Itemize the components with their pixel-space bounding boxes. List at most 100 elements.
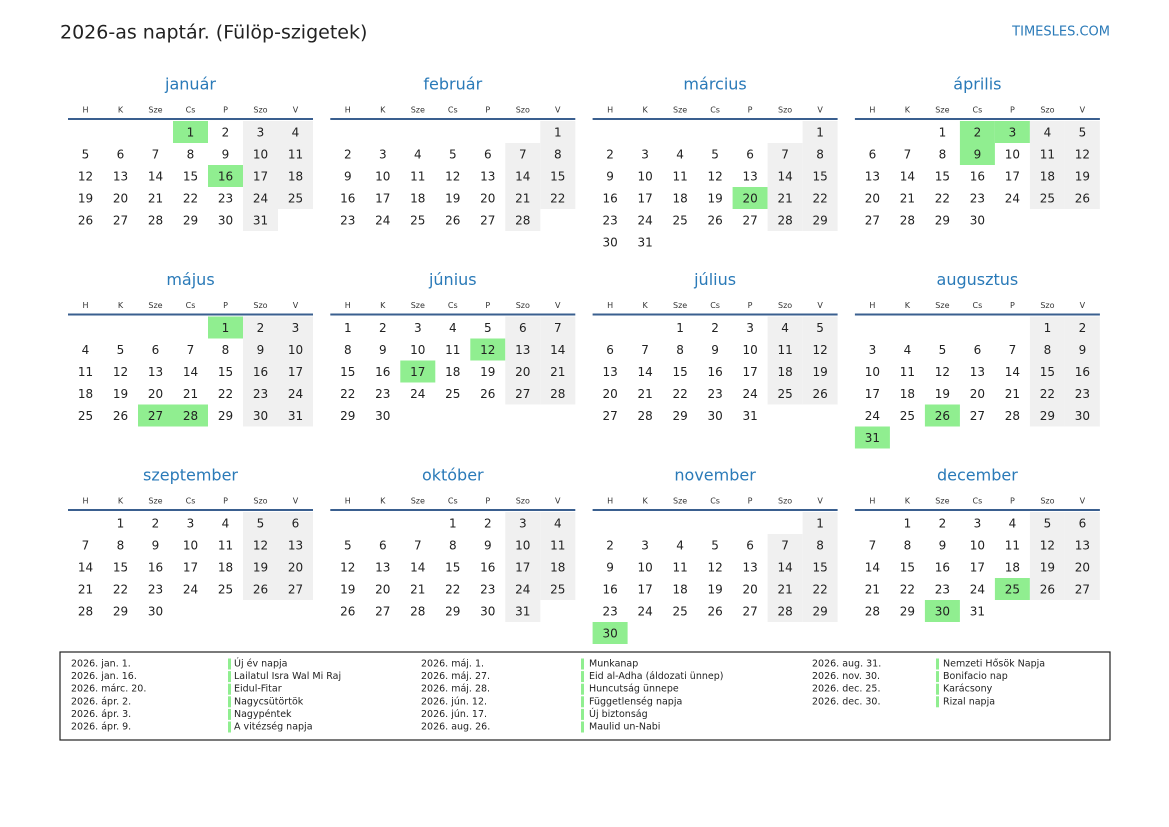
day: 11	[410, 170, 425, 184]
day: 2	[484, 517, 492, 531]
weekend-cell	[1064, 316, 1100, 339]
day: 24	[865, 409, 880, 423]
day: 6	[746, 148, 754, 162]
day: 3	[869, 343, 877, 357]
day: 16	[1075, 365, 1090, 379]
day: 12	[340, 561, 355, 575]
holiday-cell	[959, 121, 995, 143]
day: 19	[78, 192, 93, 206]
day: 16	[602, 583, 617, 597]
weekend-cell	[540, 534, 576, 556]
weekend-cell	[1029, 382, 1065, 405]
day: 21	[550, 365, 565, 379]
holiday-date: 2026. dec. 30.	[812, 696, 880, 707]
weekend-cell	[540, 165, 576, 187]
day: 30	[480, 605, 495, 619]
day: 28	[865, 605, 880, 619]
holiday-cell	[994, 121, 1030, 143]
holiday-name: Munkanap	[589, 659, 638, 670]
day: 27	[865, 214, 880, 228]
day: 25	[672, 605, 687, 619]
day: 29	[113, 605, 128, 619]
day: 2	[344, 148, 352, 162]
month-name: szeptember	[143, 466, 238, 485]
day: 27	[375, 605, 390, 619]
weekend-cell	[243, 382, 278, 405]
weekday-header: H	[607, 301, 613, 310]
day: 15	[935, 170, 950, 184]
day: 19	[812, 365, 827, 379]
holiday-cell	[138, 404, 173, 427]
day: 21	[1005, 387, 1020, 401]
day: 26	[253, 583, 268, 597]
weekend-cell	[243, 404, 278, 427]
weekday-header: Cs	[186, 301, 196, 310]
day: 11	[218, 539, 233, 553]
month-name: október	[422, 466, 484, 485]
weekday-header: K	[380, 301, 386, 310]
day: 7	[904, 148, 912, 162]
weekend-cell	[1029, 512, 1065, 534]
title: 2026-as naptár. (Fülöp-szigetek)	[60, 22, 367, 44]
weekend-cell	[540, 360, 576, 383]
day: 13	[602, 365, 617, 379]
weekend-cell	[1029, 316, 1065, 339]
day: 5	[1079, 126, 1087, 140]
holiday-name: Maulid un-Nabi	[589, 722, 660, 733]
weekday-header: V	[817, 301, 823, 310]
weekend-cell	[802, 187, 838, 209]
weekend-cell	[1029, 187, 1065, 209]
day: 1	[904, 517, 912, 531]
day: 30	[375, 409, 390, 423]
day: 23	[480, 583, 495, 597]
holiday-marker	[936, 658, 939, 670]
weekday-header: K	[118, 301, 124, 310]
day: 10	[637, 561, 652, 575]
day: 1	[1044, 321, 1052, 335]
holiday-cell	[208, 165, 243, 187]
day: 8	[816, 148, 824, 162]
day: 25	[445, 387, 460, 401]
site-link[interactable]: TIMESLES.COM	[1011, 25, 1110, 40]
day: 16	[148, 561, 163, 575]
day: 24	[288, 387, 303, 401]
day: 1	[344, 321, 352, 335]
day: 19	[1040, 561, 1055, 575]
holiday-marker	[581, 658, 584, 670]
weekday-header: P	[1010, 497, 1015, 506]
day: 14	[148, 170, 163, 184]
day: 25	[550, 583, 565, 597]
weekday-header: Szo	[253, 497, 267, 506]
day: 28	[515, 214, 530, 228]
day: 15	[340, 365, 355, 379]
day: 6	[974, 343, 982, 357]
day: 7	[152, 148, 160, 162]
day: 26	[707, 214, 722, 228]
day: 8	[1044, 343, 1052, 357]
day: 17	[970, 561, 985, 575]
day: 26	[78, 214, 93, 228]
day: 14	[410, 561, 425, 575]
weekend-cell	[1029, 165, 1065, 187]
day: 16	[480, 561, 495, 575]
weekday-header: Szo	[778, 497, 792, 506]
weekday-header: K	[380, 106, 386, 115]
day: 6	[484, 148, 492, 162]
day: 5	[484, 321, 492, 335]
day: 9	[974, 148, 982, 162]
day: 28	[410, 605, 425, 619]
day: 4	[82, 343, 90, 357]
weekend-cell	[540, 143, 576, 165]
weekday-header: K	[905, 301, 911, 310]
weekday-header: P	[748, 497, 753, 506]
weekend-cell	[1064, 382, 1100, 405]
weekend-cell	[278, 578, 313, 600]
weekday-header: Szo	[253, 106, 267, 115]
day: 9	[257, 343, 265, 357]
day: 30	[707, 409, 722, 423]
weekend-cell	[243, 316, 278, 339]
day: 12	[480, 343, 495, 357]
holiday-name: Függetlenség napja	[589, 696, 682, 707]
weekday-header: Sze	[411, 497, 425, 506]
day: 24	[1005, 192, 1020, 206]
